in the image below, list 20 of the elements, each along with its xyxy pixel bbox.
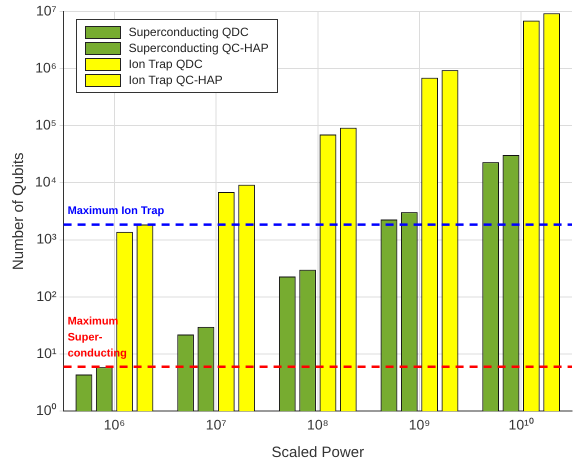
y-tick-label: 10⁷ xyxy=(36,2,57,18)
legend-label: Ion Trap QDC xyxy=(128,57,203,72)
x-tick-label: 10⁷ xyxy=(206,416,226,432)
x-axis-title: Scaled Power xyxy=(272,444,364,462)
y-tick-label: 10⁴ xyxy=(34,174,57,190)
y-tick-label: 10⁰ xyxy=(36,402,57,418)
x-tick-label: 10⁸ xyxy=(307,416,329,432)
x-tick-label: 10¹⁰ xyxy=(508,416,534,432)
legend-label: Superconducting QC-HAP xyxy=(128,41,269,56)
legend-label: Ion Trap QC-HAP xyxy=(128,73,223,88)
y-tick-label: 10⁵ xyxy=(35,116,57,132)
y-tick-label: 10¹ xyxy=(36,344,57,361)
x-tick-label: 10⁹ xyxy=(408,416,430,432)
y-tick-label: 10⁶ xyxy=(35,59,57,76)
x-tick-label: 10⁶ xyxy=(104,416,126,432)
y-tick-label: 10³ xyxy=(36,230,57,247)
ref-line-label: Maximum Ion Trap xyxy=(68,205,164,218)
y-tick-label: 10² xyxy=(36,288,57,304)
y-axis-title: Number of Qubits xyxy=(10,152,28,270)
legend-label: Superconducting QDC xyxy=(128,25,249,40)
